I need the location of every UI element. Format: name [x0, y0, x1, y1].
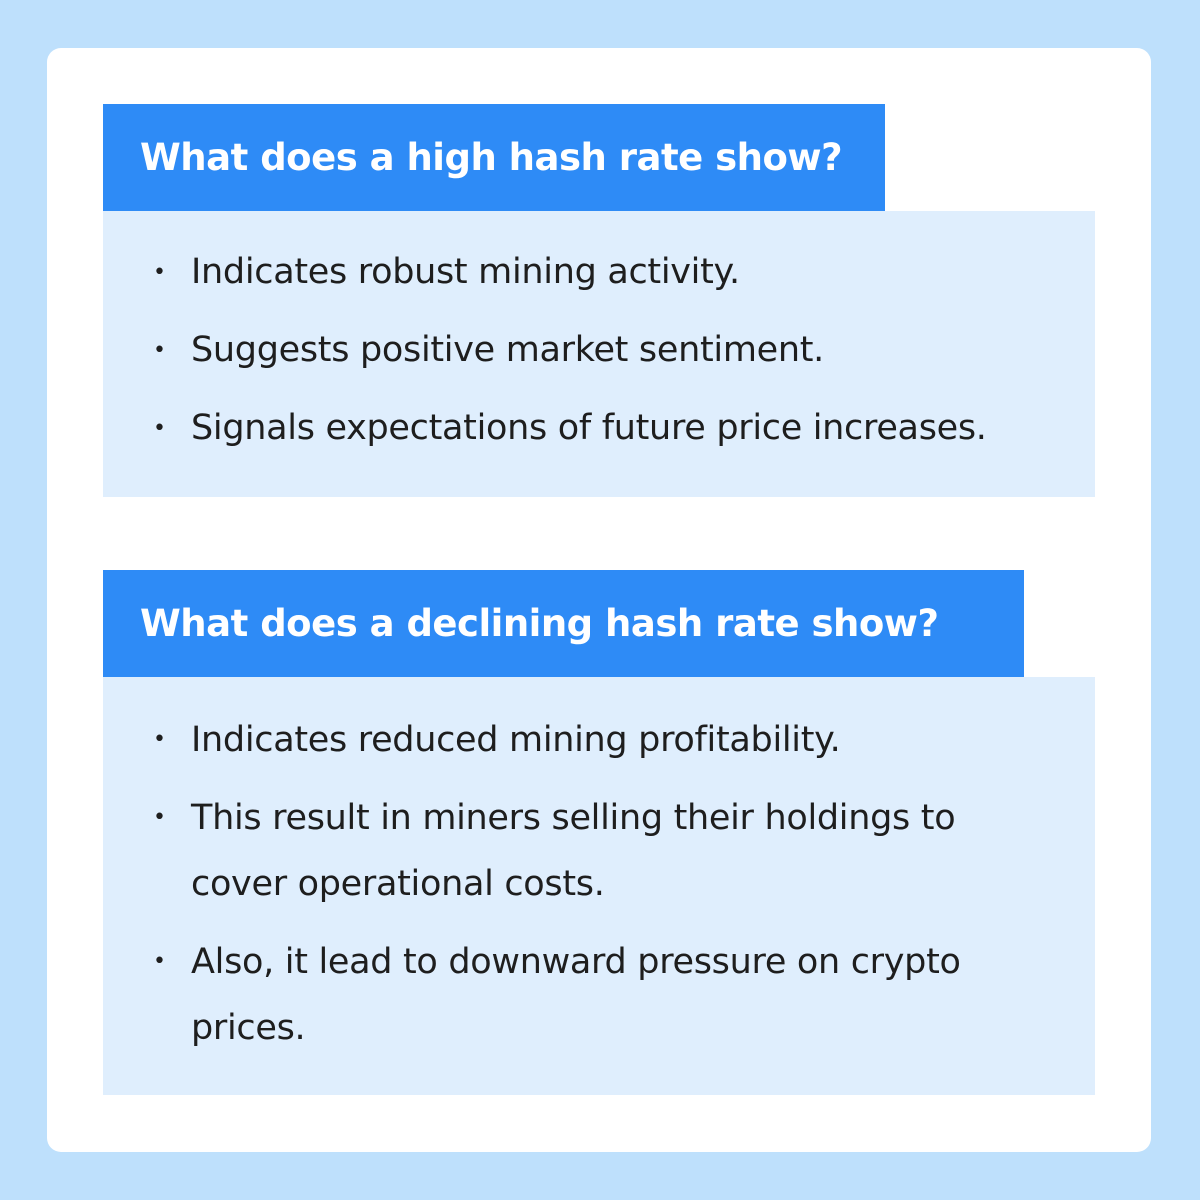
list-item: • Suggests positive market sentiment.	[153, 319, 1055, 382]
bullet-icon: •	[153, 949, 166, 974]
section-heading: What does a declining hash rate show?	[103, 570, 1024, 677]
bullet-list: • Indicates reduced mining profitability.…	[153, 707, 1055, 1061]
bullet-icon: •	[153, 805, 166, 830]
section-body: • Indicates reduced mining profitability.…	[103, 677, 1095, 1095]
list-item-text: This result in miners selling their hold…	[191, 798, 956, 904]
bullet-icon: •	[153, 416, 166, 441]
section-declining-hash-rate: What does a declining hash rate show? • I…	[103, 570, 1095, 1095]
list-item-text: Indicates robust mining activity.	[191, 252, 740, 292]
list-item-text: Indicates reduced mining profitability.	[191, 720, 841, 760]
bullet-list: • Indicates robust mining activity. • Sugg…	[153, 241, 1055, 460]
section-body: • Indicates robust mining activity. • Sugg…	[103, 211, 1095, 497]
list-item: • Signals expectations of future price in…	[153, 397, 1055, 460]
bullet-icon: •	[153, 727, 166, 752]
info-card: What does a high hash rate show? • Indica…	[47, 48, 1151, 1152]
list-item: • Indicates robust mining activity.	[153, 241, 1055, 304]
bullet-icon: •	[153, 338, 166, 363]
list-item: • Indicates reduced mining profitability.	[153, 707, 1055, 773]
list-item-text: Also, it lead to downward pressure on cr…	[191, 942, 961, 1048]
list-item: • Also, it lead to downward pressure on c…	[153, 929, 1055, 1061]
section-high-hash-rate: What does a high hash rate show? • Indica…	[103, 104, 1095, 497]
list-item-text: Signals expectations of future price inc…	[191, 408, 987, 448]
list-item-text: Suggests positive market sentiment.	[191, 330, 824, 370]
bullet-icon: •	[153, 260, 166, 285]
section-heading: What does a high hash rate show?	[103, 104, 885, 211]
list-item: • This result in miners selling their hol…	[153, 785, 1055, 917]
